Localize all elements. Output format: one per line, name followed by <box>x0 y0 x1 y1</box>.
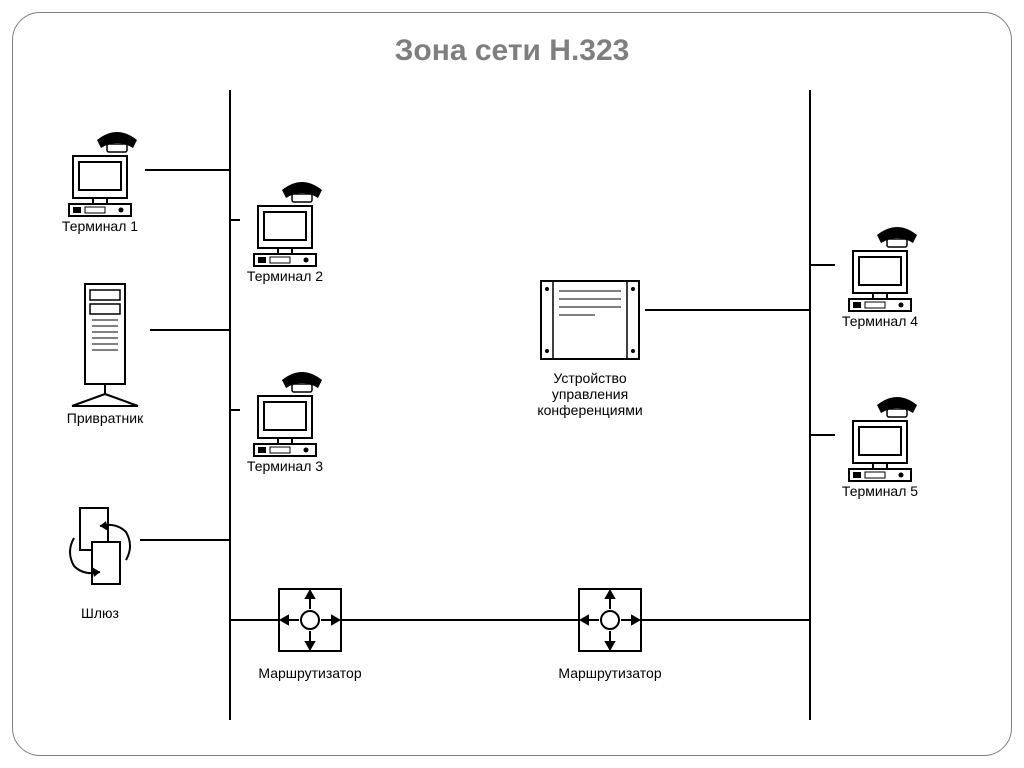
terminal1-icon <box>55 130 145 225</box>
gatekeeper-label: Привратник <box>25 410 185 426</box>
router1-label: Маршрутизатор <box>230 665 390 681</box>
mcu-icon <box>535 275 645 370</box>
terminal4-label: Терминал 4 <box>800 313 960 329</box>
terminal5-label: Терминал 5 <box>800 483 960 499</box>
terminal1-label: Терминал 1 <box>20 218 180 234</box>
router1-icon <box>275 585 345 660</box>
terminal2-icon <box>240 180 330 275</box>
terminal3-icon <box>240 370 330 465</box>
terminal2-label: Терминал 2 <box>205 268 365 284</box>
gateway-label: Шлюз <box>20 605 180 621</box>
gatekeeper-icon <box>60 280 150 415</box>
gateway-icon <box>60 500 140 605</box>
mcu-label: Устройство управления конференциями <box>510 370 670 418</box>
router2-label: Маршрутизатор <box>530 665 690 681</box>
router2-icon <box>575 585 645 660</box>
terminal3-label: Терминал 3 <box>205 458 365 474</box>
terminal4-icon <box>835 225 925 320</box>
terminal5-icon <box>835 395 925 490</box>
